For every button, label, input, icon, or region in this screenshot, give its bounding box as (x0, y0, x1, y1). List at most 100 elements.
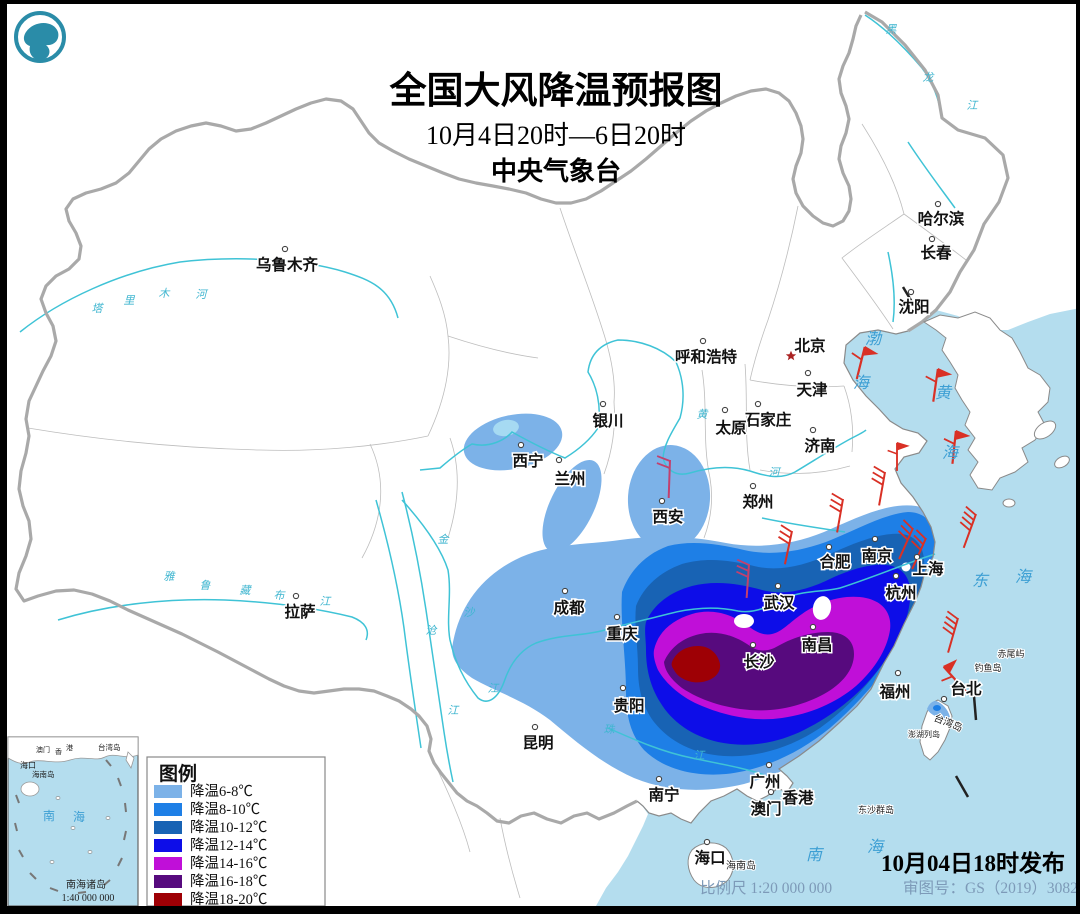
japan-island-2 (1054, 455, 1070, 469)
legend-swatch (154, 803, 182, 816)
inset-label: 海南岛 (32, 769, 55, 779)
sea-label: 海 (853, 374, 871, 392)
inset-scale: 1:40 000 000 (62, 893, 115, 904)
city-dot (699, 337, 707, 345)
river-label: 里 (124, 295, 136, 307)
legend-label: 降温10-12℃ (190, 819, 267, 836)
city-dot (767, 788, 775, 796)
river-label: 雅 (164, 570, 177, 583)
city-label: 长沙 (743, 652, 775, 671)
liao-river (887, 251, 895, 323)
title-block: 全国大风降温预报图 10月4日20时—6日20时 中央气象台 (389, 69, 723, 186)
city-label: 重庆 (606, 624, 638, 643)
river-label: 沙 (464, 606, 476, 619)
city-label: 澳门 (750, 799, 781, 818)
city-dot (749, 641, 757, 649)
island-label: 赤尾屿 (997, 649, 1024, 659)
city-label: 北京 (794, 336, 825, 355)
legend-swatch (154, 839, 182, 852)
city-labels: 乌鲁木齐 哈尔滨 长春 沈阳 呼和浩特 北京 天津 石家庄 太原 济南 郑州 银… (254, 208, 983, 869)
inset-name: 南海诸岛 (66, 878, 106, 891)
island-label: 海南岛 (726, 859, 756, 872)
city-label: 南昌 (801, 635, 832, 654)
city-dot (721, 406, 729, 414)
city-label: 广州 (749, 772, 780, 791)
city-label: 拉萨 (284, 602, 316, 621)
river-label: 江 (694, 749, 706, 762)
river-label: 黑 (886, 24, 898, 36)
river-label: 金 (438, 533, 451, 546)
city-label: 武汉 (763, 593, 795, 612)
river-label: 布 (274, 589, 287, 602)
city-label: 海口 (694, 848, 725, 867)
inset-sea-label: 海 (73, 809, 85, 824)
river-label: 木 (159, 287, 171, 300)
beijing-star-icon (785, 350, 797, 361)
legend: 图例 降温6-8℃ 降温8-10℃ 降温10-12℃ 降温12-14℃ 降温14… (146, 756, 326, 908)
city-label: 香港 (782, 788, 814, 807)
city-label: 杭州 (885, 583, 916, 602)
city-dot (809, 623, 817, 631)
river-label: 江 (448, 704, 460, 717)
city-dot (934, 200, 942, 208)
inset-sea-label: 南 (43, 808, 55, 823)
legend-label: 降温14-16℃ (190, 855, 267, 872)
river-label: 河 (196, 288, 209, 301)
sea-label: 南 (806, 846, 825, 864)
city-dot (894, 669, 902, 677)
city-label: 南宁 (648, 785, 679, 804)
wind-shaft-icon (901, 286, 914, 303)
city-dot (940, 695, 948, 703)
city-label: 济南 (804, 436, 835, 455)
legend-label: 降温12-14℃ (190, 837, 267, 854)
yangtze-river (401, 499, 936, 702)
sea-area (596, 308, 1080, 906)
taiwan-band-dot (933, 705, 941, 711)
city-dot (555, 456, 563, 464)
legend-swatch (154, 857, 182, 870)
inset-dash-line (14, 759, 127, 894)
island-label: 澎湖列岛 (908, 729, 940, 739)
inset-label: 台湾岛 (98, 742, 121, 752)
sea-label: 海 (867, 838, 885, 856)
south-china-sea-inset: 澳门 香 港 台湾岛 海口 海南岛 南 海 南海诸岛 1:40 000 000 (7, 736, 139, 907)
city-label: 乌鲁木齐 (256, 255, 319, 274)
city-dot (907, 288, 915, 296)
city-dot (892, 572, 900, 580)
temperature-drop-bands (452, 413, 947, 790)
island-label: 钓鱼岛 (974, 662, 1001, 673)
yellow-river (419, 339, 867, 478)
city-label: 上海 (912, 559, 944, 578)
inset-coast (7, 736, 139, 764)
city-label: 石家庄 (744, 410, 792, 429)
tarim-river (19, 258, 399, 333)
city-label: 台北 (950, 679, 982, 698)
city-markers (281, 200, 948, 846)
agency-name: 中央气象台 (491, 156, 621, 186)
city-label: 南京 (861, 546, 892, 565)
yarlung-river (57, 598, 369, 641)
wind-shaft-icon (954, 775, 970, 798)
city-label: 银川 (592, 411, 623, 430)
sea-label: 海 (1015, 568, 1033, 586)
city-label: 太原 (715, 418, 746, 437)
legend-label: 降温8-10℃ (190, 801, 260, 818)
city-label: 长春 (920, 243, 952, 262)
approval-number: 审图号：GS（2019）3082号 (903, 879, 1080, 897)
legend-label: 降温6-8℃ (190, 783, 253, 800)
river-label: 江 (488, 682, 500, 695)
sea-labels: 渤 海 黄 海 东 海 南 海 (806, 330, 1033, 864)
city-dot (804, 369, 812, 377)
band-18-20 (671, 646, 721, 683)
city-label: 贵阳 (613, 696, 644, 715)
river-labels: 塔 里 木 河 黄 河 黑 龙 江 雅 鲁 藏 布 江 金 沙 沧 江 江 珠 … (92, 24, 979, 762)
footer: 10月04日18时发布 比例尺 1:20 000 000 审图号：GS（2019… (700, 850, 1080, 897)
city-dot (658, 497, 666, 505)
pearl-river (607, 727, 765, 776)
legend-title: 图例 (159, 762, 197, 785)
inset-islets (49, 796, 111, 864)
city-label: 天津 (796, 381, 828, 399)
inset-label: 海口 (20, 760, 36, 770)
